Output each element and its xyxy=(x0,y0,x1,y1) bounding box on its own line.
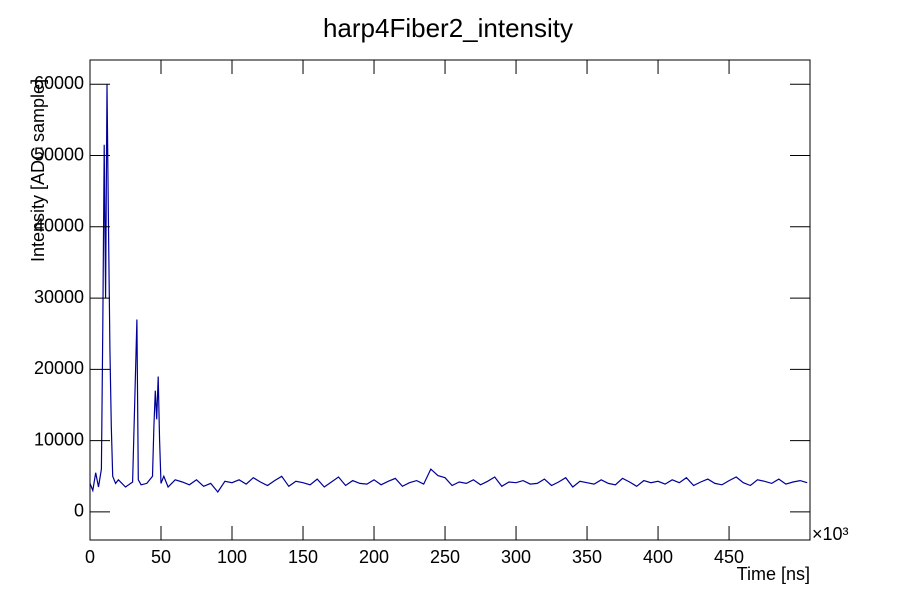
y-tick-label: 0 xyxy=(74,501,84,521)
x-tick-label: 450 xyxy=(714,547,744,567)
chart-title: harp4Fiber2_intensity xyxy=(323,13,573,43)
x-multiplier: ×10³ xyxy=(812,524,849,544)
x-tick-label: 200 xyxy=(359,547,389,567)
x-tick-label: 50 xyxy=(151,547,171,567)
x-tick-label: 300 xyxy=(501,547,531,567)
x-tick-label: 0 xyxy=(85,547,95,567)
x-axis-label: Time [ns] xyxy=(737,564,810,584)
y-axis-label: Intensity [ADC sample] xyxy=(28,79,48,262)
x-tick-label: 400 xyxy=(643,547,673,567)
y-tick-label: 50000 xyxy=(34,144,84,164)
y-tick-label: 40000 xyxy=(34,216,84,236)
y-tick-label: 60000 xyxy=(34,73,84,93)
x-tick-label: 100 xyxy=(217,547,247,567)
data-line xyxy=(89,84,808,494)
x-tick-label: 250 xyxy=(430,547,460,567)
x-tick-label: 150 xyxy=(288,547,318,567)
y-tick-label: 10000 xyxy=(34,429,84,449)
y-tick-label: 30000 xyxy=(34,287,84,307)
y-tick-label: 20000 xyxy=(34,358,84,378)
plot-frame xyxy=(89,59,811,541)
x-tick-label: 350 xyxy=(572,547,602,567)
